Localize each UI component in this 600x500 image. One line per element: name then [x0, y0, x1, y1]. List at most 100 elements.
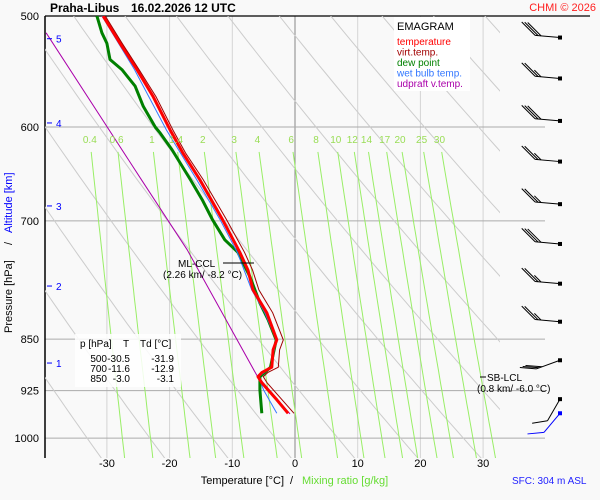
y-tick-label: 1000	[15, 433, 39, 445]
wind-barb	[521, 305, 562, 324]
dry-adiabat	[0, 0, 49, 474]
sb-lcl-label: SB-LCL	[487, 373, 522, 384]
dry-adiabats	[0, 0, 600, 474]
axis-labels: -30 -20 -10 0 10 20 30500600700850925100054321…	[15, 11, 490, 470]
mixing-ratio-label: 3	[231, 135, 237, 146]
dry-adiabat	[45, 48, 356, 458]
mixing-ratio-line	[317, 151, 365, 458]
y-tick-label: 600	[21, 122, 39, 134]
copyright: CHMI © 2026	[529, 2, 596, 14]
y-axis-label-altitude: Altitude [km]	[3, 172, 15, 233]
mixing-ratio-line	[90, 151, 126, 458]
wind-barb-flag	[524, 62, 539, 77]
y-tick-label: 850	[21, 334, 39, 346]
wind-barb-flag	[519, 367, 537, 370]
mixing-ratio-line	[235, 151, 278, 458]
dry-adiabat	[227, 16, 500, 343]
wind-barb-shaft	[535, 319, 561, 323]
wind-barbs	[519, 21, 562, 435]
legend-item: temperature	[397, 37, 451, 48]
mixing-ratio-label: 0.6	[110, 135, 124, 146]
mixing-ratio-label: 1	[149, 135, 155, 146]
wind-barb-flag	[524, 105, 539, 120]
wind-barb-flag	[524, 145, 539, 160]
dry-adiabat	[560, 0, 600, 474]
wind-barb-flag	[524, 306, 539, 321]
table-cell: -30.5	[107, 354, 130, 365]
x-tick-label: 30	[477, 458, 489, 470]
altitude-tick-label: 3	[56, 202, 62, 213]
wind-barb	[521, 145, 562, 164]
wind-barb-flag	[521, 62, 536, 77]
wind-barb-shaft	[543, 412, 561, 433]
mixing-ratio-label: 1.4	[169, 135, 183, 146]
mixing-ratio-label: 8	[313, 135, 319, 146]
wind-barb	[519, 358, 562, 370]
wind-barb-flag	[522, 366, 540, 369]
table-header: p [hPa]	[80, 339, 112, 350]
wind-barb-flag	[534, 313, 542, 321]
wind-barb-flag	[521, 105, 536, 120]
mixing-ratio-line	[177, 151, 217, 458]
wind-barb-station	[558, 35, 562, 40]
wind-barb-flag	[525, 364, 543, 368]
wind-barb-station	[558, 76, 562, 81]
wind-barb-shaft	[535, 34, 561, 39]
legend-item: virt.temp.	[397, 48, 438, 59]
wind-barb-flag	[521, 305, 536, 320]
mixing-ratio-label: 20	[394, 135, 406, 146]
datetime: 16.02.2026 12 UTC	[131, 1, 236, 15]
value-table-box	[75, 334, 181, 387]
wind-barb-flag	[534, 152, 542, 161]
mixing-ratio-line	[401, 151, 454, 458]
wind-barb-flag	[534, 195, 542, 203]
virtual-temperature-line	[104, 16, 295, 414]
table-cell: -11.6	[108, 364, 130, 375]
dry-adiabat	[512, 0, 600, 474]
altitude-tick-label: 2	[56, 282, 62, 293]
legend-box	[394, 17, 470, 91]
wind-barb-flag	[532, 420, 548, 424]
station-name: Praha-Libus	[50, 1, 120, 15]
wind-barb	[532, 397, 562, 424]
mixing-ratio-line	[441, 151, 497, 458]
wind-barb-shaft	[535, 281, 561, 285]
temperature-line	[101, 16, 290, 415]
legend-item: udpraft v.temp.	[397, 79, 463, 90]
dry-adiabat	[175, 16, 500, 411]
wind-barb-station	[558, 202, 562, 207]
mixing-ratio-line	[117, 151, 154, 458]
wind-barb-shaft	[535, 241, 561, 245]
wind-barb	[521, 62, 562, 81]
table-cell: -3.1	[157, 374, 175, 385]
wind-barb-flag	[524, 268, 539, 283]
dry-adiabat	[278, 16, 500, 278]
mixing-ratio-label: 4	[255, 135, 261, 146]
ml-ccl-label: ML-CCL	[178, 259, 216, 270]
dry-adiabat	[484, 16, 500, 34]
wind-barb-flag	[527, 228, 542, 243]
wind-barb-station	[558, 241, 562, 246]
mixing-ratio-label: 25	[416, 135, 428, 146]
altitude-tick-label: 4	[56, 119, 62, 130]
wind-barb-shaft	[535, 75, 561, 79]
legend-item: dew point	[397, 58, 440, 69]
surface-elevation: SFC: 304 m ASL	[512, 476, 587, 487]
wind-barb-flag	[527, 105, 542, 120]
wind-barb	[527, 411, 562, 435]
wind-barb-flag	[527, 22, 542, 37]
wind-barb-flag	[521, 21, 536, 36]
wind-barb-flag	[524, 228, 539, 243]
wind-barb-shaft	[535, 158, 561, 163]
table-cell: 700	[90, 364, 107, 375]
wind-barb-station	[558, 118, 562, 123]
wind-barb-flag	[534, 274, 542, 283]
mixing-ratio-lines	[90, 151, 497, 458]
mixing-ratio-line	[423, 151, 477, 458]
mixing-ratio-line	[337, 151, 386, 458]
ml-ccl-detail: (2.26 km/ -8.2 °C)	[163, 270, 242, 281]
mixing-ratio-line	[368, 151, 419, 458]
wind-barb-flag	[527, 431, 544, 435]
table-header: T	[123, 339, 129, 350]
dry-adiabat	[45, 289, 166, 458]
